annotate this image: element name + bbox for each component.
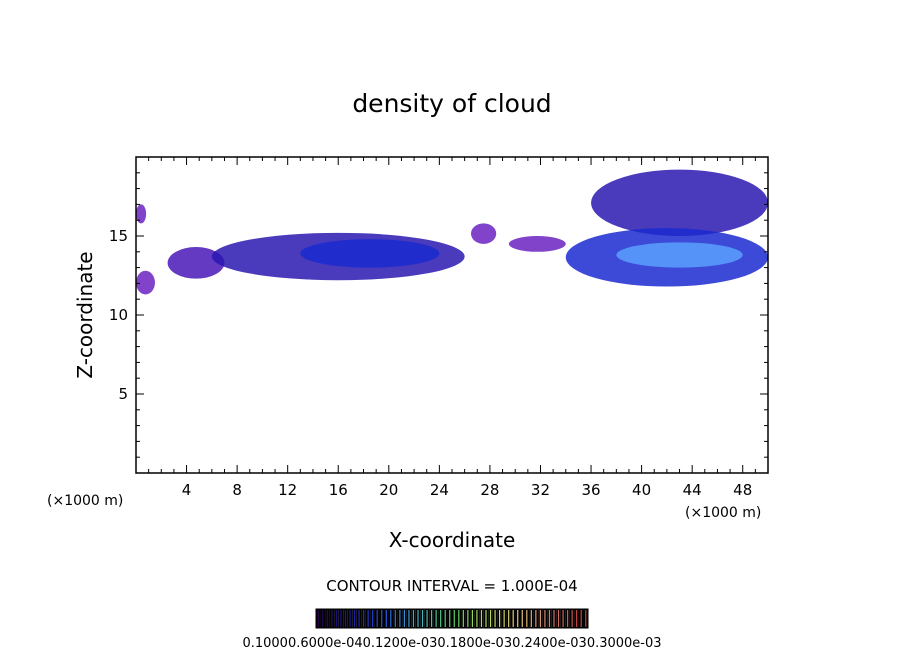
contour-interval: CONTOUR INTERVAL = 1.000E-04 — [326, 577, 577, 595]
x-tick-label: 8 — [232, 481, 242, 499]
x-unit-right: (×1000 m) — [685, 505, 761, 521]
x-unit-left: (×1000 m) — [47, 493, 123, 509]
chart-title: density of cloud — [352, 89, 551, 118]
y-tick-label: 5 — [118, 385, 128, 403]
x-tick-label: 36 — [581, 481, 600, 499]
x-tick-label: 20 — [379, 481, 398, 499]
x-tick-label: 40 — [632, 481, 651, 499]
cloud-left-edge — [136, 204, 147, 224]
cloud-fragment-30 — [508, 236, 566, 252]
x-tick-label: 28 — [480, 481, 499, 499]
x-tick-label: 32 — [531, 481, 550, 499]
y-tick-label: 10 — [109, 306, 128, 324]
colorbar-labels: 0.10000.6000e-040.1200e-030.1800e-030.24… — [242, 636, 661, 651]
x-tick-label: 4 — [182, 481, 192, 499]
cloud-band-west — [167, 247, 225, 279]
x-tick-label: 48 — [733, 481, 752, 499]
x-axis-label: X-coordinate — [389, 528, 516, 552]
colorbar — [315, 608, 589, 629]
x-tick-label: 16 — [329, 481, 348, 499]
x-axis: 4 8 12 16 20 24 28 32 36 40 44 48 — [148, 157, 756, 499]
cloud-band-core — [300, 239, 440, 268]
y-axis-label: Z-coordinate — [73, 251, 97, 378]
x-tick-label: 44 — [683, 481, 702, 499]
x-tick-label: 24 — [430, 481, 449, 499]
cloud-fragment-28 — [470, 223, 497, 244]
cloud-east-upper — [591, 169, 769, 237]
y-tick-label: 15 — [109, 227, 128, 245]
x-tick-label: 12 — [278, 481, 297, 499]
cloud-left-low — [136, 270, 155, 295]
y-axis: 5 10 15 — [109, 172, 768, 458]
cloud-east-core — [616, 242, 743, 268]
colorbar-frame — [315, 608, 589, 629]
cloud-field — [136, 169, 769, 295]
